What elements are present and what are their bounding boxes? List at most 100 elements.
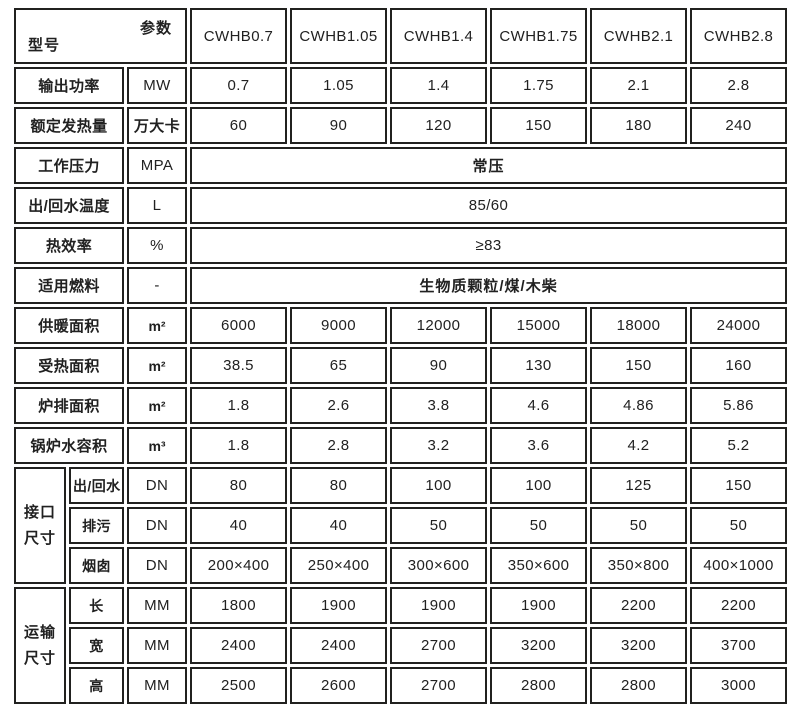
value-cell: 200×400 <box>190 547 288 584</box>
group-label: 运输尺寸 <box>14 587 66 704</box>
value-cell: 1900 <box>490 587 588 624</box>
value-cell: 3700 <box>690 627 788 664</box>
value-cell: 2800 <box>490 667 588 704</box>
value-cell: 3200 <box>590 627 688 664</box>
corner-model-label: 型号 <box>28 37 61 54</box>
merged-value-cell: 常压 <box>190 147 788 184</box>
value-cell: 120 <box>390 107 488 144</box>
value-cell: 3.8 <box>390 387 488 424</box>
unit-cell: DN <box>127 507 188 544</box>
value-cell: 40 <box>190 507 288 544</box>
value-cell: 2700 <box>390 627 488 664</box>
unit-cell: DN <box>127 547 188 584</box>
value-cell: 130 <box>490 347 588 384</box>
value-cell: 2400 <box>190 627 288 664</box>
value-cell: 3200 <box>490 627 588 664</box>
table-row: 热效率% ≥83 <box>14 227 788 264</box>
table-row: 炉排面积 m² 1.8 2.6 3.8 4.6 4.86 5.86 <box>14 387 788 424</box>
value-cell: 12000 <box>390 307 488 344</box>
row-label: 输出功率 <box>14 67 124 104</box>
unit-cell: MM <box>127 587 188 624</box>
row-sublabel: 烟囱 <box>69 547 124 584</box>
value-cell: 18000 <box>590 307 688 344</box>
value-cell: 1.4 <box>390 67 488 104</box>
table-row: 宽 MM 2400 2400 2700 3200 3200 3700 <box>14 627 788 664</box>
table-row: 额定发热量 万大卡 60 90 120 150 180 240 <box>14 107 788 144</box>
row-sublabel: 宽 <box>69 627 124 664</box>
unit-cell: m² <box>127 387 188 424</box>
value-cell: 300×600 <box>390 547 488 584</box>
value-cell: 1800 <box>190 587 288 624</box>
value-cell: 3.6 <box>490 427 588 464</box>
value-cell: 1900 <box>390 587 488 624</box>
table-row: 排污 DN 40 40 50 50 50 50 <box>14 507 788 544</box>
model-header: CWHB2.1 <box>590 8 688 64</box>
unit-cell: m³ <box>127 427 188 464</box>
value-cell: 350×600 <box>490 547 588 584</box>
value-cell: 80 <box>290 467 388 504</box>
table-row: 运输尺寸长 MM 1800 1900 1900 1900 2200 2200 <box>14 587 788 704</box>
row-label: 受热面积 <box>14 347 124 384</box>
value-cell: 6000 <box>190 307 288 344</box>
table-row: 烟囱 DN 200×400 250×400 300×600 350×600 350×800 4… <box>14 547 788 584</box>
corner-cell: 参数型号 <box>14 8 188 64</box>
value-cell: 1.8 <box>190 427 288 464</box>
table-row: 适用燃料 - 生物质颗粒/煤/木柴 <box>14 267 788 304</box>
value-cell: 50 <box>590 507 688 544</box>
value-cell: 1.05 <box>290 67 388 104</box>
value-cell: 150 <box>490 107 588 144</box>
table-row: 出/回水温度 L 85/60 <box>14 187 788 224</box>
value-cell: 2.6 <box>290 387 388 424</box>
value-cell: 2800 <box>590 667 688 704</box>
row-label: 出/回水温度 <box>14 187 124 224</box>
merged-value-cell: ≥83 <box>190 227 788 264</box>
value-cell: 240 <box>690 107 788 144</box>
unit-cell: L <box>127 187 188 224</box>
value-cell: 1900 <box>290 587 388 624</box>
row-label: 适用燃料 <box>14 267 124 304</box>
value-cell: 2700 <box>390 667 488 704</box>
table-row: 供暖面积 m² 6000 9000 12000 15000 18000 24000 <box>14 307 788 344</box>
unit-cell: MPA <box>127 147 188 184</box>
table-row: 受热面积 m² 38.5 65 90 130 150 160 <box>14 347 788 384</box>
table-row: 工作压力 MPA 常压 <box>14 147 788 184</box>
value-cell: 100 <box>390 467 488 504</box>
value-cell: 65 <box>290 347 388 384</box>
value-cell: 3000 <box>690 667 788 704</box>
value-cell: 4.6 <box>490 387 588 424</box>
table-row: 锅炉水容积 m³ 1.8 2.8 3.2 3.6 4.2 5.2 <box>14 427 788 464</box>
corner-param-label: 参数 <box>140 20 173 37</box>
unit-cell: m² <box>127 307 188 344</box>
unit-cell: MW <box>127 67 188 104</box>
row-sublabel: 排污 <box>69 507 124 544</box>
group-label-text: 接口尺寸 <box>23 503 56 547</box>
group-label: 接口尺寸 <box>14 467 66 584</box>
value-cell: 60 <box>190 107 288 144</box>
row-label: 热效率 <box>14 227 124 264</box>
unit-cell: MM <box>127 627 188 664</box>
value-cell: 90 <box>390 347 488 384</box>
spec-table: 参数 型号 CWHB0.7 CWHB1.05 CWHB1.4 CWHB1.75 CWHB2.… <box>11 5 790 707</box>
model-header: CWHB2.8 <box>690 8 788 64</box>
value-cell: 150 <box>590 347 688 384</box>
unit-cell: m² <box>127 347 188 384</box>
value-cell: 2.8 <box>690 67 788 104</box>
value-cell: 2500 <box>190 667 288 704</box>
value-cell: 100 <box>490 467 588 504</box>
unit-cell: % <box>127 227 188 264</box>
value-cell: 350×800 <box>590 547 688 584</box>
value-cell: 180 <box>590 107 688 144</box>
value-cell: 24000 <box>690 307 788 344</box>
model-header: CWHB1.05 <box>290 8 388 64</box>
value-cell: 2200 <box>590 587 688 624</box>
value-cell: 160 <box>690 347 788 384</box>
value-cell: 2400 <box>290 627 388 664</box>
table-row: 输出功率 MW 0.7 1.05 1.4 1.75 2.1 2.8 <box>14 67 788 104</box>
value-cell: 5.2 <box>690 427 788 464</box>
row-label: 供暖面积 <box>14 307 124 344</box>
value-cell: 2.1 <box>590 67 688 104</box>
unit-cell: DN <box>127 467 188 504</box>
value-cell: 0.7 <box>190 67 288 104</box>
